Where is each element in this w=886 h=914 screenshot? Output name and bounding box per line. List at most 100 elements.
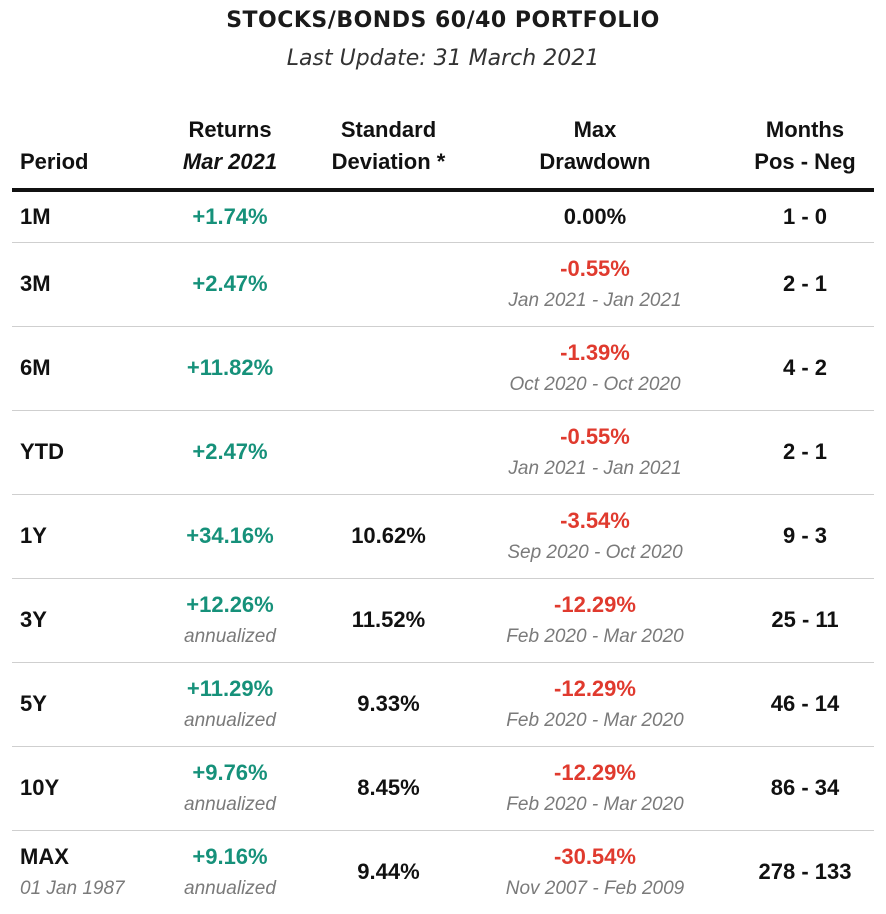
returns-annualized-note: annualized	[184, 626, 276, 647]
returns-value: +12.26%	[186, 592, 274, 617]
stddev-value: 9.44%	[357, 859, 420, 885]
table-row: 3M +2.47% -0.55% Jan 2021 - Jan 2021 2 - 1	[12, 242, 874, 327]
page-title: STOCKS/BONDS 60/40 PORTFOLIO	[226, 8, 660, 33]
period-cell: 1M	[12, 190, 137, 243]
returns-value: +1.74%	[192, 203, 268, 229]
months-pos-neg-value: 278 - 133	[758, 859, 852, 885]
drawdown-value: -12.29%	[554, 760, 636, 785]
period-label: 1M	[20, 203, 51, 229]
months-pos-neg-value: 9 - 3	[782, 523, 828, 548]
column-header-drawdown-line2: Drawdown	[539, 149, 651, 174]
column-header-months-line2: Pos - Neg	[754, 149, 856, 174]
stddev-cell: 11.52%	[323, 578, 454, 663]
period-cell: YTD	[12, 410, 137, 495]
drawdown-period-note: Jan 2021 - Jan 2021	[508, 290, 682, 311]
drawdown-cell: 0.00%	[454, 190, 736, 243]
column-header-returns-month: Mar 2021	[182, 149, 278, 174]
returns-cell: +11.29% annualized	[137, 662, 323, 747]
months-pos-neg-cell: 1 - 0	[736, 190, 874, 243]
period-label: 1Y	[20, 523, 47, 548]
returns-annualized-note: annualized	[184, 794, 276, 815]
drawdown-cell: -0.55% Jan 2021 - Jan 2021	[454, 242, 736, 327]
returns-annualized-note: annualized	[184, 878, 276, 900]
returns-value: +34.16%	[186, 523, 274, 548]
months-pos-neg-cell: 46 - 14	[736, 662, 874, 747]
column-header-period-label: Period	[20, 149, 89, 174]
last-update-subtitle: Last Update: 31 March 2021	[286, 46, 600, 71]
table-header-row: Period Returns Mar 2021 Standard Deviati…	[12, 100, 874, 192]
period-cell: 3Y	[12, 578, 137, 663]
returns-value: +2.47%	[192, 271, 268, 296]
months-pos-neg-cell: 4 - 2	[736, 326, 874, 411]
table-row: 1M +1.74% 0.00% 1 - 0	[12, 190, 874, 243]
months-pos-neg-value: 2 - 1	[782, 271, 828, 296]
returns-cell: +2.47%	[137, 410, 323, 495]
period-start-date: 01 Jan 1987	[20, 878, 125, 900]
period-cell: 3M	[12, 242, 137, 327]
drawdown-period-note: Oct 2020 - Oct 2020	[509, 374, 681, 395]
stddev-value: 10.62%	[351, 523, 426, 548]
table-row: 5Y +11.29% annualized 9.33% -12.29% Feb 2020 …	[12, 662, 874, 747]
returns-cell: +9.16% annualized	[137, 830, 323, 914]
drawdown-period-note: Feb 2020 - Mar 2020	[506, 710, 684, 731]
period-label: 6M	[20, 355, 51, 380]
drawdown-cell: -12.29% Feb 2020 - Mar 2020	[454, 662, 736, 747]
column-header-returns: Returns Mar 2021	[137, 100, 323, 192]
returns-cell: +12.26% annualized	[137, 578, 323, 663]
stddev-cell: 10.62%	[323, 494, 454, 579]
returns-value: +11.29%	[186, 676, 274, 701]
drawdown-value: -12.29%	[554, 592, 636, 617]
drawdown-period-note: Feb 2020 - Mar 2020	[506, 794, 684, 815]
period-label: 3Y	[20, 607, 47, 632]
months-pos-neg-cell: 9 - 3	[736, 494, 874, 579]
stddev-value: 11.52%	[351, 607, 426, 632]
drawdown-cell: -12.29% Feb 2020 - Mar 2020	[454, 578, 736, 663]
returns-value: +9.76%	[192, 760, 268, 785]
table-row: YTD +2.47% -0.55% Jan 2021 - Jan 2021 2 - 1	[12, 410, 874, 495]
period-label: 3M	[20, 271, 51, 296]
drawdown-cell: -1.39% Oct 2020 - Oct 2020	[454, 326, 736, 411]
returns-cell: +2.47%	[137, 242, 323, 327]
drawdown-value: -3.54%	[560, 508, 630, 533]
months-pos-neg-value: 86 - 34	[770, 775, 840, 800]
column-header-months: Months Pos - Neg	[736, 100, 874, 192]
stddev-value: 8.45%	[357, 775, 420, 800]
returns-value: +11.82%	[186, 355, 274, 380]
stddev-cell	[323, 242, 454, 327]
column-header-returns-label: Returns	[188, 117, 272, 142]
drawdown-value: -30.54%	[554, 844, 636, 870]
stddev-cell	[323, 190, 454, 243]
period-label: 5Y	[20, 691, 47, 716]
drawdown-value: -0.55%	[560, 424, 630, 449]
table-row: 10Y +9.76% annualized 8.45% -12.29% Feb 2020 …	[12, 746, 874, 831]
drawdown-cell: -0.55% Jan 2021 - Jan 2021	[454, 410, 736, 495]
drawdown-cell: -3.54% Sep 2020 - Oct 2020	[454, 494, 736, 579]
returns-cell: +34.16%	[137, 494, 323, 579]
table-row: 1Y +34.16% 10.62% -3.54% Sep 2020 - Oct 2020…	[12, 494, 874, 579]
period-label: YTD	[20, 439, 64, 464]
stddev-cell: 9.44%	[323, 830, 454, 914]
months-pos-neg-value: 46 - 14	[770, 691, 840, 716]
months-pos-neg-value: 1 - 0	[782, 203, 828, 229]
stddev-cell: 9.33%	[323, 662, 454, 747]
period-cell: 6M	[12, 326, 137, 411]
drawdown-value: -12.29%	[554, 676, 636, 701]
months-pos-neg-value: 25 - 11	[771, 607, 839, 632]
period-cell: 10Y	[12, 746, 137, 831]
column-header-drawdown-line1: Max	[573, 117, 617, 142]
column-header-months-line1: Months	[765, 117, 845, 142]
drawdown-value: 0.00%	[563, 203, 627, 229]
period-cell: 1Y	[12, 494, 137, 579]
stddev-cell: 8.45%	[323, 746, 454, 831]
months-pos-neg-value: 4 - 2	[782, 355, 828, 380]
portfolio-returns-table: Period Returns Mar 2021 Standard Deviati…	[12, 100, 874, 914]
table-row: MAX 01 Jan 1987 +9.16% annualized 9.44% -30.5…	[12, 830, 874, 914]
returns-cell: +11.82%	[137, 326, 323, 411]
drawdown-period-note: Nov 2007 - Feb 2009	[505, 878, 685, 900]
drawdown-period-note: Feb 2020 - Mar 2020	[506, 626, 684, 647]
table-row: 6M +11.82% -1.39% Oct 2020 - Oct 2020 4 - 2	[12, 326, 874, 411]
returns-annualized-note: annualized	[184, 710, 276, 731]
drawdown-value: -1.39%	[560, 340, 630, 365]
drawdown-period-note: Jan 2021 - Jan 2021	[508, 458, 682, 479]
stddev-cell	[323, 326, 454, 411]
